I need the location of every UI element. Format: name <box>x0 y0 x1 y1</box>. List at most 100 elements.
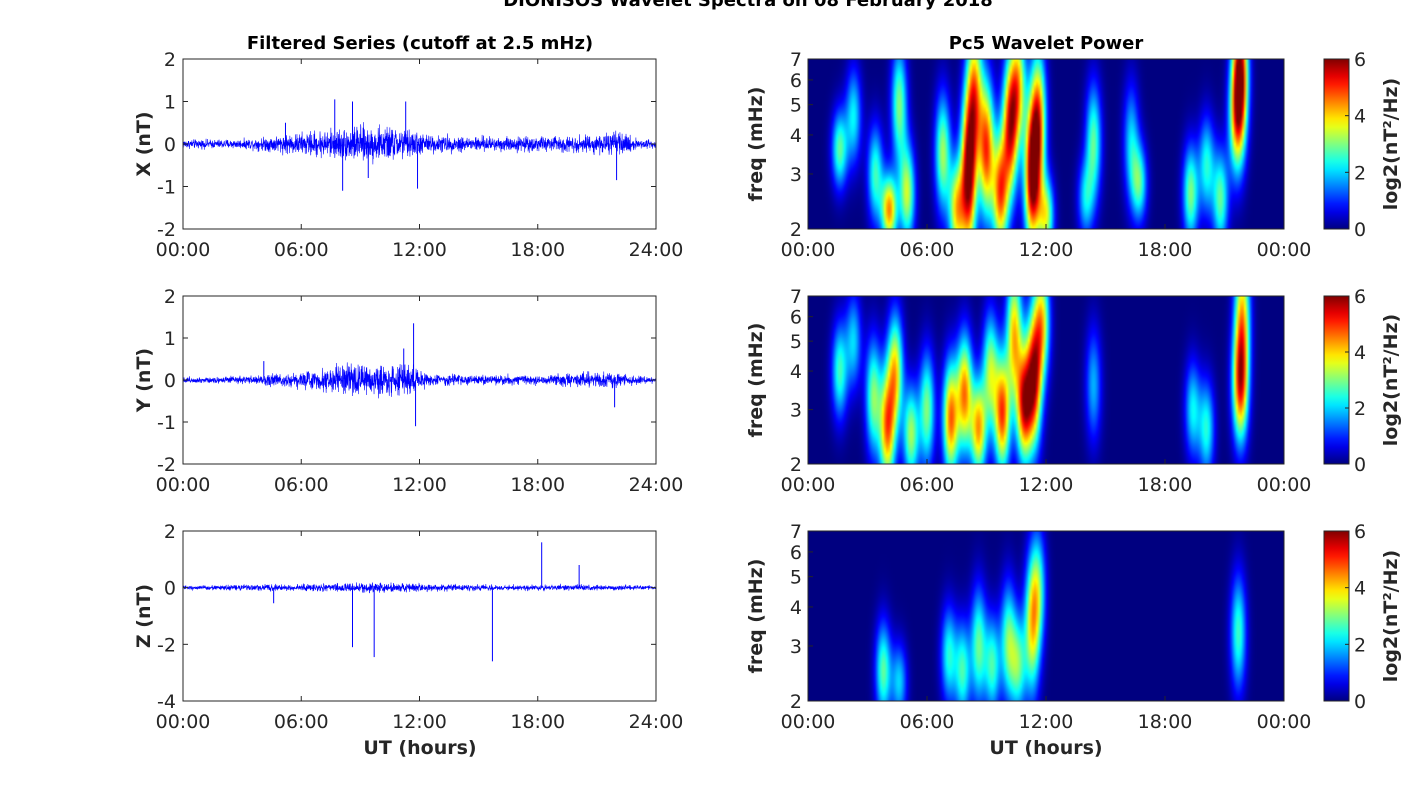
x-tick-label: 24:00 <box>629 711 684 733</box>
x-tick-label: 06:00 <box>274 474 329 496</box>
y-tick-label: 3 <box>790 400 802 422</box>
x-tick-label: 00:00 <box>1257 711 1312 733</box>
x-tick-label: 18:00 <box>510 474 565 496</box>
wavelet-ylabel: freq (mHz) <box>745 559 767 674</box>
y-tick-label: 6 <box>790 307 802 329</box>
y-tick-label: 1 <box>164 92 176 114</box>
right-column-title: Pc5 Wavelet Power <box>949 33 1144 54</box>
x-tick-label: 00:00 <box>156 239 211 261</box>
colorbar-1: 0 2 4 6 log2(nT²/Hz) <box>1323 49 1402 241</box>
x-tick-label: 00:00 <box>156 711 211 733</box>
series-trace <box>183 582 656 594</box>
series-ylabel: X (nT) <box>133 111 155 176</box>
series-panel-1: 00:00 06:00 12:00 18:00 24:00 -2 -1 0 1 2 X (nT) <box>133 49 683 261</box>
colorbar-tick-label: 6 <box>1354 521 1366 543</box>
x-tick-label: 00:00 <box>1257 239 1312 261</box>
wavelet-power-image <box>808 296 1284 464</box>
y-tick-label: 0 <box>164 578 176 600</box>
y-tick-label: 5 <box>790 331 802 353</box>
x-tick-label: 12:00 <box>1019 239 1074 261</box>
series-trace <box>183 122 656 165</box>
wavelet-ylabel: freq (mHz) <box>745 323 767 438</box>
x-tick-label: 00:00 <box>781 711 836 733</box>
y-tick-label: 2 <box>164 286 176 308</box>
y-tick-label: 3 <box>790 636 802 658</box>
x-tick-label: 18:00 <box>510 239 565 261</box>
x-tick-label: 00:00 <box>1257 474 1312 496</box>
y-tick-label: 2 <box>164 49 176 71</box>
series-trace <box>183 362 656 399</box>
y-tick-label: 1 <box>164 328 176 350</box>
x-tick-label: 00:00 <box>781 239 836 261</box>
y-tick-label: -2 <box>157 634 176 656</box>
y-tick-label: 2 <box>790 691 802 713</box>
y-tick-label: 2 <box>164 521 176 543</box>
series-panel-2: 00:00 06:00 12:00 18:00 24:00 -2 -1 0 1 2 Y (nT) <box>133 286 683 496</box>
y-tick-label: 0 <box>164 370 176 392</box>
y-tick-label: -1 <box>157 412 176 434</box>
colorbar-tick-label: 0 <box>1354 454 1366 476</box>
y-tick-label: 2 <box>790 454 802 476</box>
right-xlabel: UT (hours) <box>989 737 1102 759</box>
colorbar-label: log2(nT²/Hz) <box>1380 314 1402 446</box>
colorbar-tick-label: 4 <box>1354 342 1366 364</box>
colorbar-tick-label: 6 <box>1354 286 1366 308</box>
x-tick-label: 06:00 <box>274 239 329 261</box>
x-tick-label: 18:00 <box>1138 474 1193 496</box>
y-tick-label: -4 <box>157 691 176 713</box>
x-tick-label: 06:00 <box>900 239 955 261</box>
y-tick-label: 5 <box>790 567 802 589</box>
x-tick-label: 24:00 <box>629 239 684 261</box>
y-tick-label: 5 <box>790 95 802 117</box>
y-tick-label: -2 <box>157 454 176 476</box>
left-column-title: Filtered Series (cutoff at 2.5 mHz) <box>247 33 593 54</box>
wavelet-power-image <box>808 531 1284 701</box>
colorbar-label: log2(nT²/Hz) <box>1380 78 1402 210</box>
series-ylabel: Z (nT) <box>133 584 155 648</box>
wavelet-power-image <box>808 59 1284 229</box>
x-tick-label: 24:00 <box>629 474 684 496</box>
y-tick-label: -2 <box>157 219 176 241</box>
x-tick-label: 00:00 <box>156 474 211 496</box>
y-tick-label: 2 <box>790 219 802 241</box>
y-tick-label: 7 <box>790 286 802 308</box>
colorbar-label: log2(nT²/Hz) <box>1380 550 1402 682</box>
colorbar-tick-label: 2 <box>1354 634 1366 656</box>
x-tick-label: 12:00 <box>392 239 447 261</box>
colorbar-tick-label: 0 <box>1354 691 1366 713</box>
colorbar-gradient <box>1323 530 1350 702</box>
colorbar-tick-label: 2 <box>1354 162 1366 184</box>
x-tick-label: 12:00 <box>392 711 447 733</box>
x-tick-label: 06:00 <box>900 711 955 733</box>
x-tick-label: 06:00 <box>900 474 955 496</box>
x-tick-label: 12:00 <box>1019 474 1074 496</box>
x-tick-label: 18:00 <box>1138 711 1193 733</box>
colorbar-tick-label: 0 <box>1354 219 1366 241</box>
colorbar-2: 0 2 4 6 log2(nT²/Hz) <box>1323 286 1402 476</box>
x-tick-label: 12:00 <box>392 474 447 496</box>
colorbar-3: 0 2 4 6 log2(nT²/Hz) <box>1323 521 1402 713</box>
y-tick-label: -1 <box>157 177 176 199</box>
y-tick-label: 7 <box>790 49 802 71</box>
x-tick-label: 00:00 <box>781 474 836 496</box>
series-plot-area <box>183 531 656 701</box>
series-ylabel: Y (nT) <box>133 348 155 413</box>
y-tick-label: 3 <box>790 164 802 186</box>
wavelet-ylabel: freq (mHz) <box>745 87 767 202</box>
colorbar-gradient <box>1323 295 1350 465</box>
colorbar-tick-label: 4 <box>1354 578 1366 600</box>
series-panel-3: 00:00 06:00 12:00 18:00 24:00 -4 -2 0 2 Z (nT) <box>133 521 683 733</box>
y-tick-label: 7 <box>790 521 802 543</box>
y-tick-label: 6 <box>790 70 802 92</box>
x-tick-label: 18:00 <box>510 711 565 733</box>
y-tick-label: 6 <box>790 542 802 564</box>
y-tick-label: 4 <box>790 597 802 619</box>
x-tick-label: 12:00 <box>1019 711 1074 733</box>
colorbar-tick-label: 2 <box>1354 398 1366 420</box>
colorbar-tick-label: 6 <box>1354 49 1366 71</box>
